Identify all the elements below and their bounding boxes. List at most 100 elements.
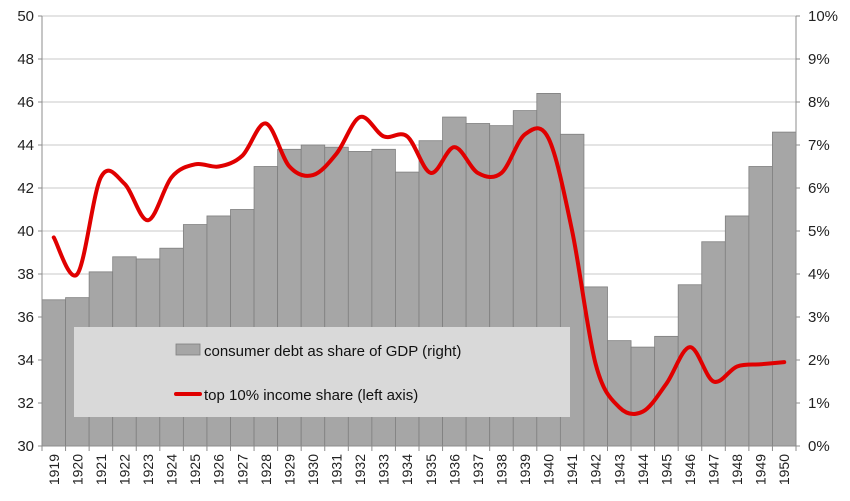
x-tick-label: 1942: [588, 454, 604, 485]
bar: [677, 284, 703, 447]
x-tick-label: 1945: [658, 454, 674, 485]
x-tick-label: 1941: [564, 454, 580, 485]
left-tick-label: 30: [17, 438, 34, 455]
legend-box: [74, 327, 570, 417]
x-tick-label: 1940: [541, 454, 557, 485]
line-point: [240, 154, 244, 158]
line-point: [711, 379, 716, 384]
left-tick-label: 44: [17, 137, 34, 154]
line-point: [782, 360, 786, 364]
right-tick-label: 5%: [808, 223, 830, 240]
bar: [772, 131, 797, 447]
right-axis-ticks: 0% 1% 2% 3% 4% 5% 6% 7% 8% 9% 10%: [808, 8, 838, 455]
line-point: [688, 345, 692, 349]
line-point: [617, 405, 621, 409]
line-point: [641, 410, 645, 414]
x-tick-label: 1922: [116, 454, 132, 485]
left-tick-label: 36: [17, 309, 34, 326]
left-tick-label: 42: [17, 180, 34, 197]
left-tick-label: 48: [17, 51, 34, 68]
line-point: [546, 136, 551, 141]
left-tick-label: 34: [17, 352, 34, 369]
right-tick-label: 6%: [808, 180, 830, 197]
x-tick-label: 1936: [446, 454, 462, 485]
right-tick-label: 1%: [808, 395, 830, 412]
x-tick-label: 1932: [352, 454, 368, 485]
line-point: [405, 134, 409, 138]
line-point: [664, 382, 669, 386]
right-tick-label: 10%: [808, 8, 838, 25]
line-point: [570, 229, 574, 233]
right-tick-label: 2%: [808, 352, 830, 369]
x-tick-label: 1923: [140, 454, 156, 485]
line-point: [452, 145, 456, 149]
line-series: [51, 114, 787, 417]
x-tick-label: 1931: [329, 454, 345, 485]
x-tick-label: 1937: [470, 454, 486, 485]
x-tick-label: 1935: [423, 454, 439, 485]
x-tick-label: 1949: [753, 454, 769, 485]
left-tick-label: 50: [17, 8, 34, 25]
line-point: [52, 235, 56, 240]
x-tick-label: 1944: [635, 454, 651, 485]
line-point: [193, 162, 197, 166]
bar: [41, 299, 66, 447]
x-tick-label: 1925: [187, 454, 203, 485]
line-point: [122, 182, 127, 186]
x-tick-label: 1921: [93, 454, 109, 485]
bar: [724, 215, 750, 447]
bar: [701, 241, 726, 447]
x-tick-label: 1929: [281, 454, 297, 485]
left-tick-label: 32: [17, 395, 34, 412]
right-tick-label: 7%: [808, 137, 830, 154]
x-tick-label: 1926: [211, 454, 227, 485]
bar: [607, 340, 632, 447]
left-tick-label: 38: [17, 266, 34, 283]
x-tick-label: 1943: [611, 454, 627, 485]
legend-label: consumer debt as share of GDP (right): [204, 343, 461, 360]
x-tick-label: 1938: [493, 454, 509, 485]
line-point: [382, 134, 386, 138]
left-tick-label: 46: [17, 94, 34, 111]
right-tick-label: 3%: [808, 309, 830, 326]
x-tick-label: 1933: [376, 454, 392, 485]
line-point: [217, 164, 221, 169]
line-point: [99, 175, 103, 179]
legend: consumer debt as share of GDP (right) top…: [74, 327, 570, 417]
bar: [748, 166, 773, 447]
line-point: [429, 171, 433, 175]
x-tick-label: 1934: [399, 454, 415, 485]
line-point: [75, 272, 79, 276]
x-tick-label: 1927: [234, 454, 250, 485]
line-point: [499, 171, 504, 175]
line-point: [594, 362, 598, 366]
line-point: [358, 115, 362, 119]
x-tick-label: 1919: [46, 454, 62, 485]
x-tick-label: 1947: [706, 454, 722, 485]
x-tick-label: 1939: [517, 454, 533, 485]
line-point: [334, 152, 339, 156]
line-point: [735, 364, 739, 369]
x-tick-label: 1928: [258, 454, 274, 485]
x-tick-label: 1946: [682, 454, 698, 485]
line-point: [264, 121, 268, 126]
line-point: [311, 173, 315, 177]
right-tick-label: 4%: [808, 266, 830, 283]
right-tick-label: 9%: [808, 51, 830, 68]
bar: [630, 346, 656, 447]
line-point: [476, 171, 480, 175]
right-tick-label: 8%: [808, 94, 830, 111]
line-point: [287, 164, 292, 169]
line-point: [169, 175, 174, 179]
x-tick-label: 1950: [776, 454, 792, 485]
line-point: [523, 132, 527, 136]
line-point: [146, 218, 150, 222]
x-tick-label: 1930: [305, 454, 321, 485]
x-tick-label: 1920: [69, 454, 85, 485]
x-tick-label: 1924: [164, 454, 180, 485]
x-tick-label: 1948: [729, 454, 745, 485]
bar: [654, 335, 679, 447]
left-tick-label: 40: [17, 223, 34, 240]
